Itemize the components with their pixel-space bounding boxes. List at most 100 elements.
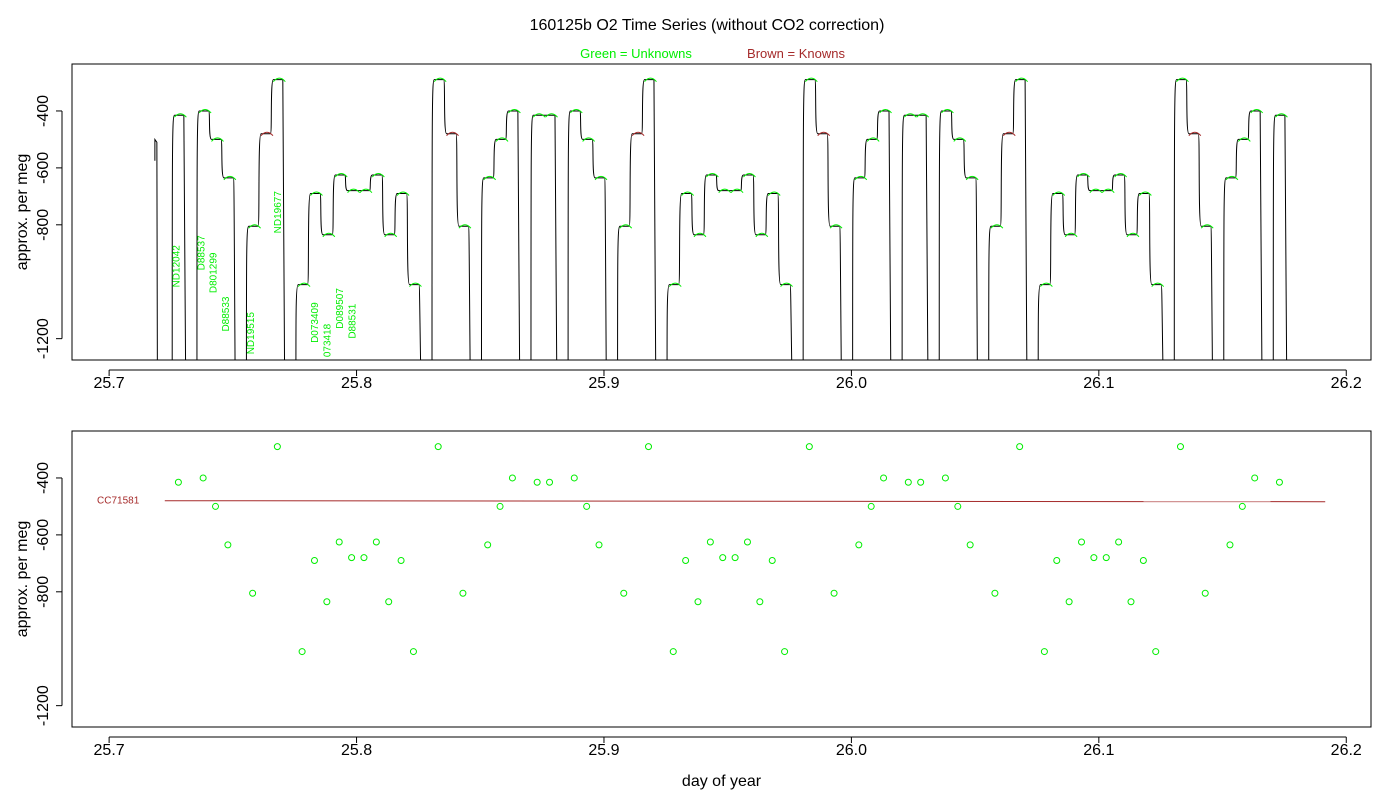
known-level-marker xyxy=(817,131,831,137)
unknown-data-point xyxy=(224,541,232,549)
unknown-data-point xyxy=(484,541,492,549)
bottom-x-axis-label: day of year xyxy=(682,773,762,790)
unknown-level-marker xyxy=(941,108,954,114)
known-level-marker xyxy=(446,131,459,137)
unknown-level-marker xyxy=(1101,188,1115,193)
top-x-tick-label: 25.7 xyxy=(94,375,125,392)
unknown-level-marker xyxy=(903,113,917,118)
known-level-marker xyxy=(260,131,274,137)
bottom-y-tick-label: -400 xyxy=(35,462,52,494)
bottom-x-tick-label: 25.7 xyxy=(94,742,125,759)
sample-label: ND19677 xyxy=(273,191,284,234)
unknown-level-marker xyxy=(582,137,596,142)
unknown-level-marker xyxy=(297,282,311,287)
unknown-level-marker xyxy=(532,113,546,118)
unknown-level-marker xyxy=(272,77,286,82)
unknown-level-marker xyxy=(545,113,558,118)
unknown-data-point xyxy=(1090,554,1098,562)
sample-label: ND12042 xyxy=(172,245,183,288)
unknown-level-marker xyxy=(681,191,694,196)
unknown-data-point xyxy=(1016,443,1024,451)
unknown-data-point xyxy=(706,538,714,546)
top-plot-frame xyxy=(71,63,1372,361)
unknown-data-point xyxy=(570,474,578,482)
unknown-data-point xyxy=(1201,589,1209,597)
unknown-level-marker xyxy=(334,173,348,178)
unknown-data-point xyxy=(682,557,690,564)
known-level-marker xyxy=(631,131,645,137)
unknown-level-marker xyxy=(1200,224,1214,229)
top-x-tick-label: 25.8 xyxy=(341,375,372,392)
bottom-x-tick-label: 26.1 xyxy=(1083,742,1114,759)
top-x-tick-label: 25.9 xyxy=(588,375,619,392)
unknown-level-marker xyxy=(1039,282,1053,287)
top-y-tick-label: -600 xyxy=(35,152,52,184)
unknown-data-point xyxy=(620,589,628,597)
unknown-level-marker xyxy=(569,108,583,114)
unknown-level-marker xyxy=(1176,77,1189,82)
top-y-tick-label: -800 xyxy=(35,209,52,241)
sample-label: 073418 xyxy=(323,323,334,357)
unknown-level-marker xyxy=(495,137,509,142)
unknown-data-point xyxy=(731,554,739,562)
unknown-level-marker xyxy=(866,137,880,142)
unknown-data-point xyxy=(1115,538,1123,546)
unknown-level-marker xyxy=(1151,282,1165,287)
unknown-level-marker xyxy=(371,173,385,178)
sample-label: D88537 xyxy=(196,235,207,270)
unknown-data-point xyxy=(249,589,257,597)
known-level-marker xyxy=(1002,131,1016,137)
unknown-level-marker xyxy=(916,113,930,118)
unknown-level-marker xyxy=(396,191,410,196)
unknown-level-marker xyxy=(409,282,422,287)
unknown-level-marker xyxy=(1250,108,1264,114)
unknown-level-marker xyxy=(644,77,657,82)
unknown-data-point xyxy=(941,474,949,482)
unknown-data-point xyxy=(199,474,207,482)
sample-label: D801299 xyxy=(209,252,220,293)
unknown-level-marker xyxy=(483,175,497,181)
unknown-level-marker xyxy=(668,282,682,287)
unknown-data-point xyxy=(360,554,368,562)
unknown-level-marker xyxy=(594,175,608,181)
unknown-level-marker xyxy=(743,173,756,178)
known-standard-line xyxy=(164,500,1326,503)
chart-title: 160125b O2 Time Series (without CO2 corr… xyxy=(530,17,885,34)
unknown-level-marker xyxy=(1015,77,1029,82)
unknown-data-point xyxy=(546,478,554,486)
unknown-data-point xyxy=(1251,474,1259,482)
unknown-data-point xyxy=(1102,554,1110,562)
top-x-tick-label: 26.1 xyxy=(1083,375,1114,392)
unknown-level-marker xyxy=(1275,113,1288,118)
unknown-data-point xyxy=(533,478,541,486)
unknown-data-point xyxy=(1152,648,1160,656)
unknown-level-marker xyxy=(718,188,732,193)
unknown-level-marker xyxy=(322,232,336,238)
unknown-data-point xyxy=(1040,648,1048,656)
unknown-data-point xyxy=(830,589,838,597)
unknown-level-marker xyxy=(211,137,224,142)
unknown-data-point xyxy=(719,554,727,562)
unknown-level-marker xyxy=(347,188,360,193)
unknown-level-marker xyxy=(705,173,719,178)
sample-label: D88533 xyxy=(221,296,232,331)
unknown-data-point xyxy=(768,557,776,564)
unknown-data-point xyxy=(174,478,182,486)
top-x-tick-label: 26.2 xyxy=(1331,375,1362,392)
unknown-level-marker xyxy=(1138,191,1152,196)
known-level-marker xyxy=(1188,131,1202,137)
unknown-data-point xyxy=(212,502,220,510)
unknown-data-point xyxy=(991,589,999,597)
unknown-data-point xyxy=(459,589,467,597)
unknown-level-marker xyxy=(1064,232,1078,238)
unknown-level-marker xyxy=(755,232,769,238)
top-y-tick-label: -1200 xyxy=(35,318,52,359)
unknown-data-point xyxy=(1226,541,1234,549)
unknown-data-point xyxy=(323,598,331,606)
unknown-data-point xyxy=(385,598,393,606)
top-y-axis-label: approx. per meg xyxy=(14,154,31,271)
unknown-level-marker xyxy=(1114,173,1127,178)
unknown-data-point xyxy=(867,502,875,510)
unknown-level-marker xyxy=(1052,191,1066,196)
